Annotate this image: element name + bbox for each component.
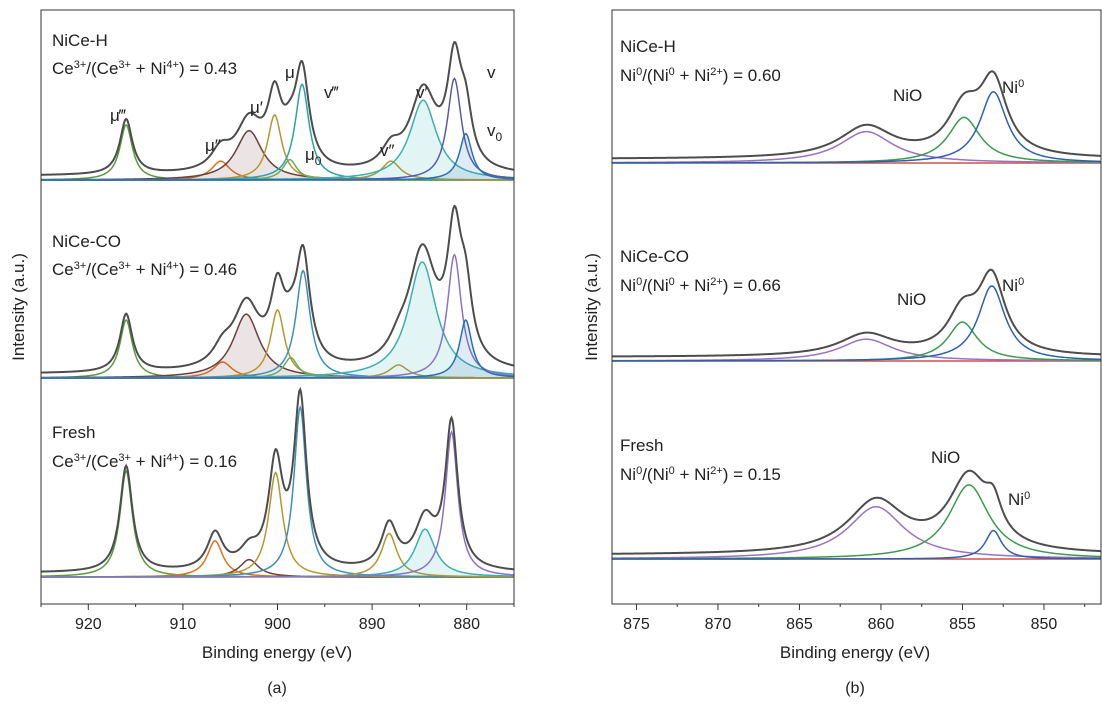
ratio-label: Ce3+/(Ce3+ + Ni4+) = 0.43: [52, 59, 237, 78]
component-peak-fill: [41, 262, 514, 378]
peak-label-mu3: μ‴: [110, 106, 126, 125]
panel-b-frame: [611, 9, 1102, 605]
x-tick-label: 855: [949, 616, 976, 633]
peak-label-mu1: μ′: [250, 98, 263, 117]
component-peak: [612, 529, 1102, 560]
spectrum-fresh: [611, 469, 1102, 560]
peak-label-ni0: Ni0: [1002, 276, 1024, 295]
sample-name: Fresh: [52, 423, 95, 442]
peak-label-mu: μ: [285, 63, 295, 82]
x-tick-label: 880: [453, 616, 480, 633]
peak-label-ni0: Ni0: [1008, 490, 1030, 509]
panel-b-ni2p: 875 870 865 860 855 850 Binding energy (eV) I…: [582, 9, 1102, 697]
spectrum-fresh: [40, 386, 515, 578]
panel-a-plot-area: [40, 40, 515, 578]
peak-label-mu2: μ″: [205, 136, 221, 155]
panel-a-sample-fresh: Fresh Ce3+/(Ce3+ + Ni4+) = 0.16: [52, 423, 237, 471]
envelope-curve: [612, 70, 1102, 160]
panel-b-sample-nice-co: NiCe-CO Ni0/(Ni0 + Ni2+) = 0.66 NiO Ni0: [620, 247, 1024, 309]
envelope-curve: [611, 469, 1102, 555]
panel-a-label: (a): [267, 680, 287, 697]
panel-b-ylabel: Intensity (a.u.): [582, 253, 601, 361]
peak-label-v3: v‴: [324, 83, 339, 102]
x-tick-label: 920: [75, 616, 102, 633]
component-peak: [41, 318, 515, 379]
x-tick-label: 890: [359, 616, 386, 633]
component-peak: [612, 130, 1102, 164]
envelope-curve: [40, 386, 515, 573]
panel-b-xlabel: Binding energy (eV): [780, 643, 930, 662]
peak-label-v1: v′: [416, 83, 428, 102]
component-peak: [612, 285, 1102, 362]
panel-a-sample-nice-h: NiCe-H Ce3+/(Ce3+ + Ni4+) = 0.43: [52, 31, 237, 78]
ratio-label: Ni0/(Ni0 + Ni2+) = 0.15: [620, 465, 781, 484]
x-tick-label: 865: [786, 616, 813, 633]
peak-label-v: v: [487, 63, 496, 82]
component-peak: [611, 338, 1102, 362]
panel-b-x-axis: 875 870 865 860 855 850: [623, 604, 1086, 633]
component-peak-fill: [41, 133, 514, 180]
panel-a-ylabel: Intensity (a.u.): [9, 253, 28, 361]
peak-label-nio: NiO: [893, 86, 922, 105]
spectrum-nice-co: [611, 268, 1102, 362]
spectrum-nice-co: [40, 204, 515, 379]
panel-b-sample-nice-h: NiCe-H Ni0/(Ni0 + Ni2+) = 0.60 NiO Ni0: [620, 37, 1024, 105]
panel-b-label: (b): [845, 680, 865, 697]
x-tick-label: 900: [264, 616, 291, 633]
component-peak: [41, 430, 515, 578]
sample-name: NiCe-CO: [620, 247, 689, 266]
ratio-label: Ni0/(Ni0 + Ni2+) = 0.60: [620, 66, 781, 85]
component-peak-fill: [41, 529, 514, 577]
ratio-label: Ce3+/(Ce3+ + Ni4+) = 0.16: [52, 452, 237, 471]
peak-label-nio: NiO: [931, 448, 960, 467]
spectrum-nice-h: [40, 40, 515, 181]
envelope-curve: [40, 204, 515, 374]
peak-label-ni0: Ni0: [1002, 78, 1024, 97]
panel-a-xlabel: Binding energy (eV): [202, 643, 352, 662]
panel-b-sample-fresh: Fresh Ni0/(Ni0 + Ni2+) = 0.15 NiO Ni0: [620, 436, 1030, 509]
x-tick-label: 860: [868, 616, 895, 633]
panel-a-sample-nice-co: NiCe-CO Ce3+/(Ce3+ + Ni4+) = 0.46: [52, 232, 237, 279]
panel-a-x-axis: 920 910 900 890 880: [40, 604, 515, 633]
component-peak: [612, 90, 1102, 164]
spectrum-nice-h: [612, 70, 1102, 164]
x-tick-label: 870: [705, 616, 732, 633]
ratio-label: Ni0/(Ni0 + Ni2+) = 0.66: [620, 276, 781, 295]
sample-name: NiCe-H: [620, 37, 676, 56]
peak-label-v2: v″: [380, 141, 395, 160]
component-peak-fill: [41, 320, 514, 378]
ratio-label: Ce3+/(Ce3+ + Ni4+) = 0.46: [52, 260, 237, 279]
sample-name: NiCe-CO: [52, 232, 121, 251]
component-peak: [41, 132, 515, 181]
panel-a-peak-labels: μ‴ μ″ μ′ μ v‴ μ0 v″ v′ v v0: [110, 63, 503, 168]
panel-a-ce3d: 920 910 900 890 880 Binding energy (eV) Inte…: [9, 9, 515, 697]
envelope-curve: [611, 268, 1102, 358]
envelope-curve: [40, 40, 515, 176]
peak-label-v0: v0: [487, 121, 503, 144]
peak-label-mu0: μ0: [305, 145, 322, 168]
panel-b-plot-area: [611, 70, 1102, 560]
sample-name: NiCe-H: [52, 31, 108, 50]
component-peak: [611, 505, 1102, 559]
x-tick-label: 875: [623, 616, 650, 633]
x-tick-label: 850: [1031, 616, 1058, 633]
sample-name: Fresh: [620, 436, 663, 455]
x-tick-label: 910: [170, 616, 197, 633]
peak-label-nio: NiO: [897, 290, 926, 309]
